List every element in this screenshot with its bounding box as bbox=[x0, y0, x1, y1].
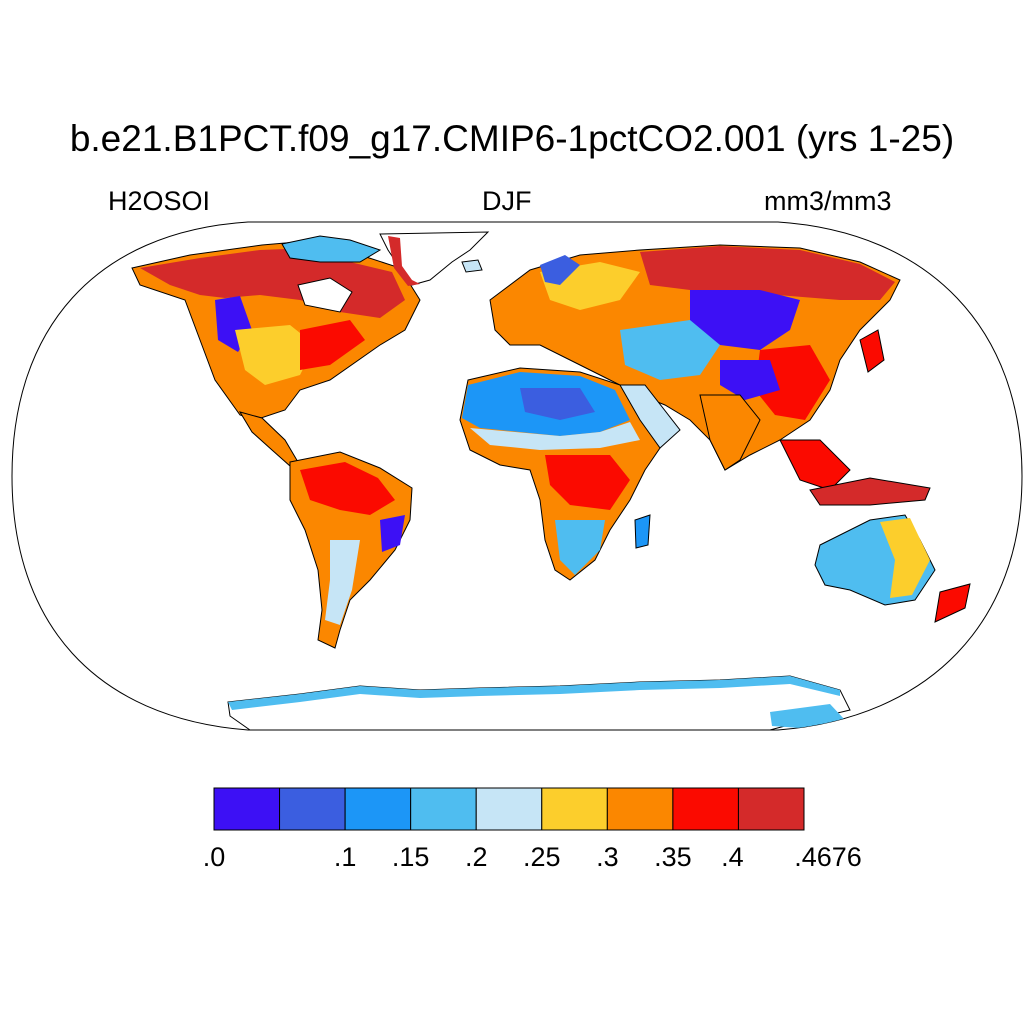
scandinavia bbox=[540, 255, 580, 285]
plot-title: b.e21.B1PCT.f09_g17.CMIP6-1pctCO2.001 (y… bbox=[69, 118, 955, 159]
colorbar-box bbox=[279, 787, 346, 831]
colorbar bbox=[213, 787, 805, 831]
iceland bbox=[461, 259, 483, 273]
sahel-band bbox=[470, 422, 640, 450]
japan bbox=[859, 329, 885, 373]
siberia-wet bbox=[640, 246, 895, 300]
variable-name: H2OSOI bbox=[108, 186, 211, 216]
colorbar-label: .25 bbox=[522, 842, 561, 872]
tibet-dry bbox=[720, 360, 780, 400]
colorbar-box bbox=[672, 787, 739, 831]
colorbar-box bbox=[213, 787, 281, 831]
canadian-archipelago bbox=[281, 235, 382, 263]
central-asia-dry bbox=[690, 290, 800, 350]
colorbar-box bbox=[410, 787, 477, 831]
colorbar-label: .4 bbox=[721, 842, 744, 872]
india bbox=[699, 394, 761, 471]
new-zealand bbox=[934, 583, 971, 623]
units-label: mm3/mm3 bbox=[764, 186, 892, 216]
colorbar-label: .3 bbox=[596, 842, 619, 872]
antarctica-coast bbox=[228, 676, 840, 710]
china-south bbox=[755, 345, 830, 420]
south-america-south bbox=[325, 540, 360, 625]
colorbar-label: .2 bbox=[464, 842, 488, 872]
australia-east bbox=[880, 518, 930, 598]
antarctica-east-patch bbox=[770, 704, 845, 728]
colorbar-box bbox=[737, 787, 805, 831]
colorbar-box bbox=[541, 787, 608, 831]
sahara-core bbox=[520, 388, 595, 420]
colorbar-label: .35 bbox=[654, 842, 692, 872]
colorbar-label: .4676 bbox=[794, 842, 862, 872]
south-america-dry-east bbox=[380, 515, 405, 552]
colorbar-label: .1 bbox=[333, 842, 357, 872]
indonesia bbox=[809, 477, 931, 506]
colorbar-box bbox=[344, 787, 412, 831]
colorbar-box bbox=[475, 787, 543, 831]
madagascar bbox=[634, 514, 651, 549]
season-label: DJF bbox=[482, 186, 532, 216]
north-america-east bbox=[300, 320, 365, 370]
southeast-asia bbox=[779, 439, 851, 491]
north-america-mid bbox=[235, 325, 315, 385]
colorbar-box bbox=[606, 787, 674, 831]
middle-asia-dry bbox=[620, 320, 720, 380]
greenland-edge bbox=[388, 236, 420, 286]
southern-africa bbox=[555, 520, 605, 575]
land-fields bbox=[131, 231, 971, 730]
colorbar-label: .0 bbox=[202, 842, 226, 872]
central-africa-wet bbox=[545, 455, 630, 510]
colorbar-label: .15 bbox=[391, 842, 430, 872]
hudson-bay bbox=[297, 277, 353, 313]
amazon-wet bbox=[300, 462, 395, 515]
